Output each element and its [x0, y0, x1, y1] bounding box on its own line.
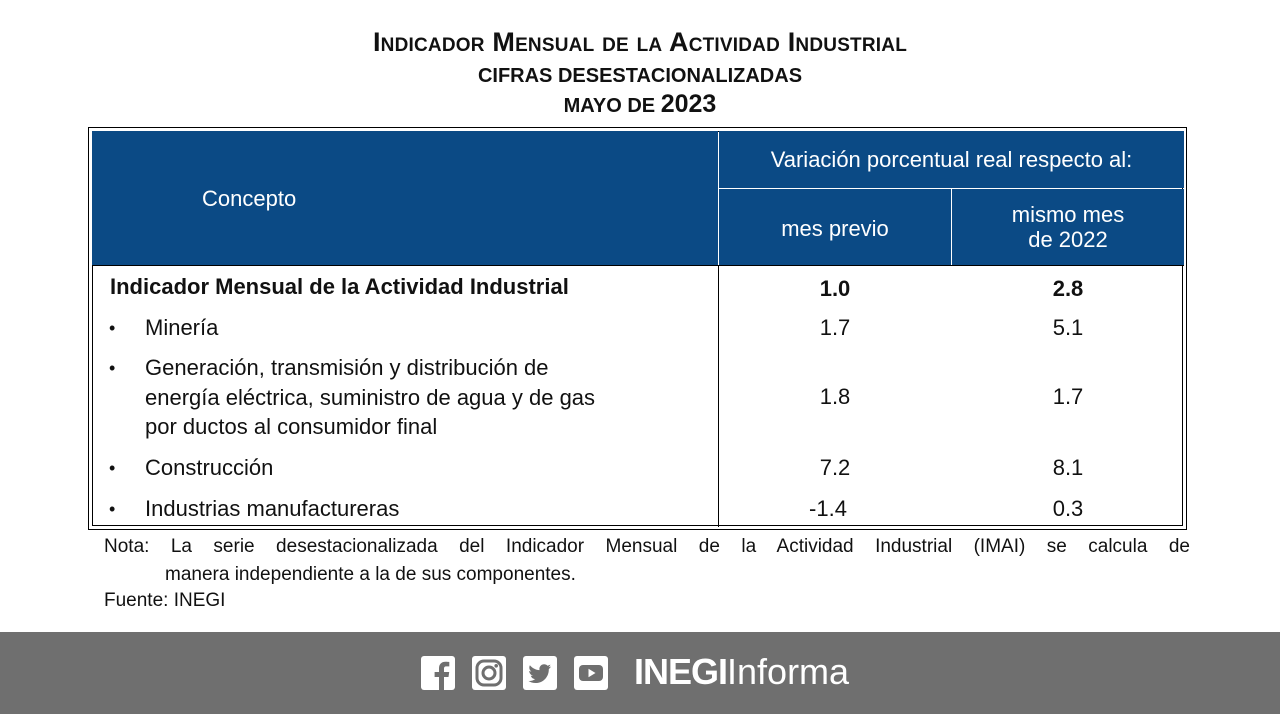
header-mes-previo: mes previo: [719, 189, 951, 265]
row-manufacturas-bullet: •: [109, 499, 116, 519]
column-divider: [718, 265, 719, 527]
header-mismo-mes-line2: de 2022: [1028, 227, 1108, 252]
header-variacion-label: Variación porcentual real respecto al:: [770, 147, 1133, 172]
row-total-label: Indicador Mensual de la Actividad Indust…: [110, 274, 569, 299]
title-block: Indicador Mensual de la Actividad Indust…: [0, 22, 1280, 120]
twitter-icon[interactable]: [523, 656, 557, 690]
date-prefix: MAYO DE: [563, 95, 656, 117]
instagram-icon[interactable]: [472, 656, 506, 690]
row-mineria-mes-previo: 1.7: [819, 315, 851, 340]
header-bottom-rule: [92, 265, 1184, 266]
header-mismo-mes: mismo mes de 2022: [952, 189, 1184, 265]
header-concepto: Concepto: [92, 131, 718, 265]
row-construccion-mes-previo: 7.2: [819, 455, 851, 480]
brand-informa: Informa: [727, 651, 850, 692]
page-title: Indicador Mensual de la Actividad Indust…: [372, 27, 907, 57]
note-line-1: Nota: La serie desestacionalizada del In…: [104, 536, 1190, 557]
date-year: 2023: [660, 90, 717, 118]
header-variacion: Variación porcentual real respecto al:: [719, 131, 1184, 188]
row-total-mismo-mes: 2.8: [1052, 276, 1084, 301]
page-date: MAYO DE 2023: [0, 90, 1280, 120]
youtube-icon[interactable]: [574, 656, 608, 690]
row-mineria-bullet: •: [109, 318, 116, 338]
header-concepto-label: Concepto: [202, 185, 297, 211]
row-mineria-mismo-mes: 5.1: [1052, 315, 1084, 340]
row-construccion-label: Construcción: [145, 455, 274, 480]
row-generacion-bullet: •: [109, 358, 116, 378]
page-subtitle: CIFRAS DESESTACIONALIZADAS: [477, 65, 803, 87]
row-construccion-mismo-mes: 8.1: [1052, 455, 1084, 480]
inegi-informa-logo[interactable]: INEGIInforma: [634, 650, 849, 694]
source-note: Fuente: INEGI: [104, 590, 226, 611]
row-generacion-label-line3: por ductos al consumidor final: [145, 414, 438, 439]
row-generacion-label-line2: energía eléctrica, suministro de agua y …: [145, 385, 596, 410]
row-manufacturas-mismo-mes: 0.3: [1052, 496, 1084, 521]
note-line-2: manera independiente a la de sus compone…: [165, 564, 576, 585]
facebook-icon[interactable]: [421, 656, 455, 690]
row-construccion-bullet: •: [109, 458, 116, 478]
header-mismo-mes-line1: mismo mes: [1011, 202, 1125, 227]
footer-bar: [0, 632, 1280, 714]
row-generacion-label-line1: Generación, transmisión y distribución d…: [145, 355, 549, 380]
row-generacion-mismo-mes: 1.7: [1052, 384, 1084, 409]
row-mineria-label: Minería: [145, 315, 219, 340]
row-manufacturas-label: Industrias manufactureras: [145, 496, 400, 521]
row-generacion-mes-previo: 1.8: [819, 384, 851, 409]
row-manufacturas-mes-previo: -1.4: [809, 496, 847, 521]
table-note: Nota: La serie desestacionalizada del In…: [104, 533, 1190, 589]
header-mes-previo-label: mes previo: [781, 215, 889, 241]
brand-inegi: INEGI: [634, 651, 728, 692]
row-total-mes-previo: 1.0: [819, 276, 851, 301]
